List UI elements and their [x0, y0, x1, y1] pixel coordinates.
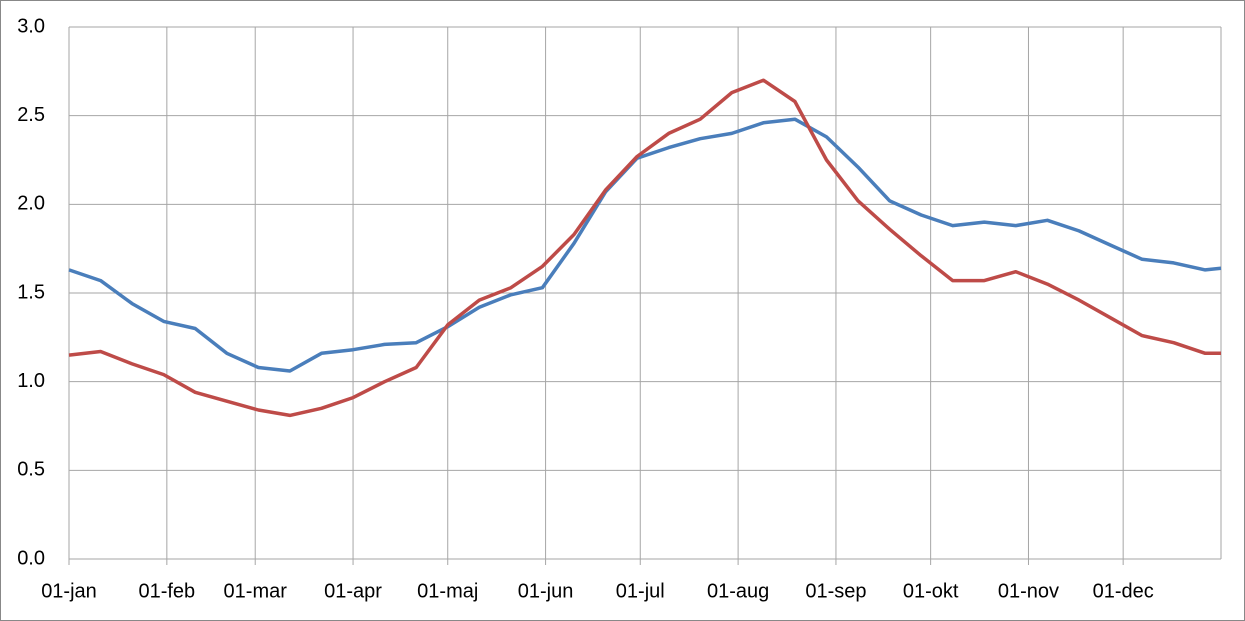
- y-tick-label: 1.0: [17, 370, 45, 392]
- x-tick-label: 01-mar: [224, 580, 288, 602]
- y-tick-label: 1.5: [17, 281, 45, 303]
- x-tick-label: 01-sep: [805, 580, 866, 602]
- x-tick-label: 01-jun: [518, 580, 574, 602]
- line-series: [68, 117, 1222, 373]
- y-tick-label: 0.0: [17, 547, 45, 569]
- x-tick-label: 01-apr: [324, 580, 382, 602]
- line-series: [68, 78, 1221, 418]
- x-tick-label: 01-maj: [417, 580, 478, 602]
- x-tick-label: 01-aug: [707, 580, 769, 602]
- x-tick-label: 01-jul: [616, 580, 665, 602]
- x-tick-label: 01-nov: [998, 580, 1059, 602]
- x-tick-label: 01-dec: [1093, 580, 1154, 602]
- y-tick-label: 0.5: [17, 459, 45, 481]
- x-tick-label: 01-feb: [138, 580, 195, 602]
- x-tick-label: 01-jan: [41, 580, 97, 602]
- y-tick-label: 2.0: [17, 193, 45, 215]
- y-tick-label: 2.5: [17, 104, 45, 126]
- y-tick-label: 3.0: [17, 15, 45, 37]
- x-tick-label: 01-okt: [903, 580, 959, 602]
